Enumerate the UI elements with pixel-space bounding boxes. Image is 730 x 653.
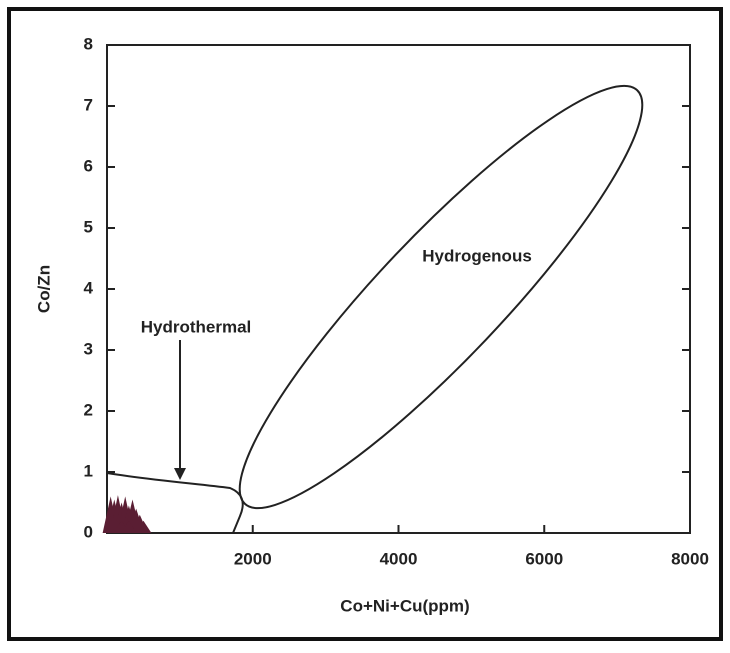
arrow-head (174, 468, 186, 480)
hydrogenous-field (238, 84, 644, 510)
y-tick-label: 6 (84, 156, 93, 175)
x-tick-label: 4000 (380, 549, 418, 568)
y-tick-label: 0 (84, 522, 93, 541)
x-tick-label: 2000 (234, 549, 272, 568)
x-tick-label: 6000 (525, 549, 563, 568)
y-tick-label: 4 (84, 278, 94, 297)
plot-area (106, 44, 691, 534)
y-tick-label: 7 (84, 95, 93, 114)
y-tick-label: 8 (84, 34, 93, 53)
x-axis-label: Co+Ni+Cu(ppm) (340, 596, 469, 615)
x-tick-label: 8000 (671, 549, 709, 568)
hydrothermal-field (106, 472, 244, 534)
y-tick-label: 1 (84, 461, 93, 480)
point (102, 526, 119, 533)
y-axis-label: Co/Zn (34, 265, 53, 313)
y-tick-label: 2 (84, 400, 93, 419)
annotation: Hydrogenous (422, 246, 532, 265)
y-tick-label: 3 (84, 339, 93, 358)
y-tick-label: 5 (84, 217, 93, 236)
annotation: Hydrothermal (141, 317, 252, 336)
frame (7, 7, 723, 641)
point (128, 526, 145, 533)
